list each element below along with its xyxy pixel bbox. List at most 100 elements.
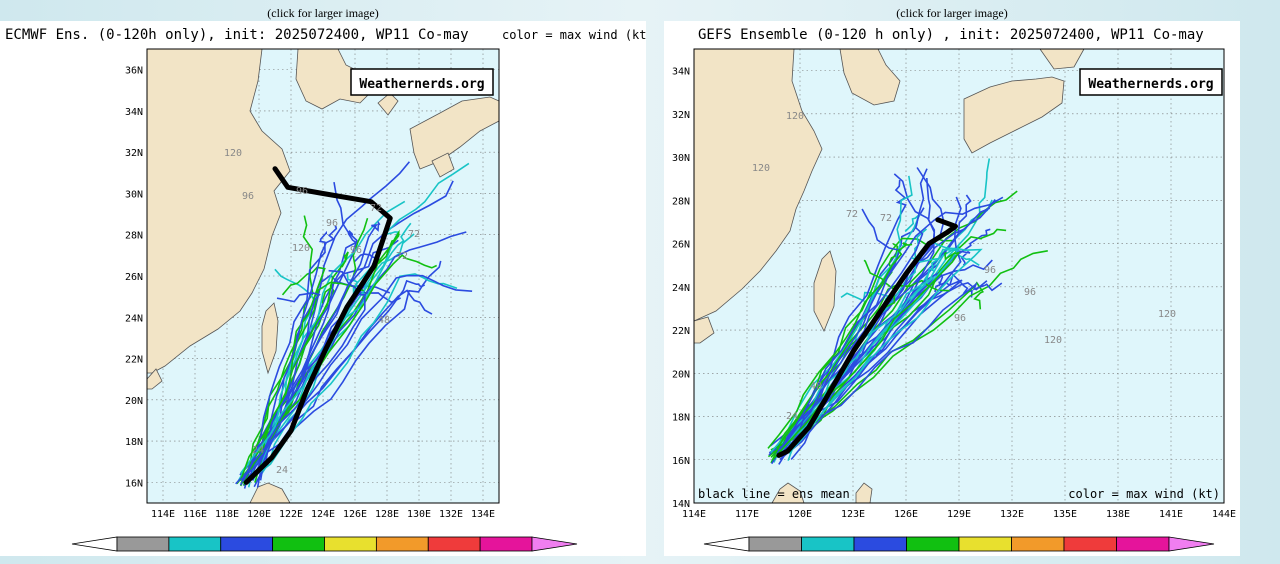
left-larger-image-link[interactable]: (click for larger image)	[267, 6, 379, 20]
lon-tick-label: 114E	[151, 509, 175, 520]
hour-label: 72	[396, 251, 408, 262]
lat-tick-label: 22N	[125, 355, 143, 366]
ensemble-member-track	[254, 281, 364, 483]
ensemble-member-track	[775, 240, 983, 458]
lat-tick-label: 22N	[672, 326, 690, 337]
lon-tick-label: 123E	[841, 509, 865, 520]
lon-tick-label: 120E	[247, 509, 271, 520]
hour-label: 48	[378, 315, 390, 326]
scale-swatch	[958, 536, 1012, 552]
lat-tick-label: 28N	[672, 196, 690, 207]
hour-label: 24	[786, 411, 798, 422]
lat-tick-label: 24N	[125, 313, 143, 324]
lat-tick-label: 16N	[672, 456, 690, 467]
hour-label: 120	[752, 163, 770, 174]
gefs-title: GEFS Ensemble (0-120 h only) , init: 202…	[698, 27, 1204, 43]
lon-tick-label: 114E	[682, 509, 706, 520]
ensemble-member-track	[780, 208, 901, 460]
lat-tick-label: 24N	[672, 283, 690, 294]
ecmwf-frame	[146, 48, 500, 504]
scale-swatch	[853, 536, 907, 552]
scale-swatch	[1116, 536, 1170, 552]
ecmwf-watermark-box	[350, 68, 494, 96]
hour-label: 24	[276, 465, 288, 476]
hour-label: 120	[1158, 309, 1176, 320]
gefs-hour-labels: 120 120 72 72 96 96 96 120 120 48 24	[752, 111, 1176, 422]
scale-swatch	[801, 536, 855, 552]
hour-label: 96	[984, 265, 996, 276]
lat-tick-label: 30N	[125, 189, 143, 200]
scale-swatch	[1063, 536, 1117, 552]
lat-tick-label: 18N	[672, 413, 690, 424]
lon-tick-label: 116E	[183, 509, 207, 520]
scale-swatch	[168, 536, 222, 552]
lon-tick-label: 117E	[735, 509, 759, 520]
ensemble-member-track	[252, 162, 470, 481]
ensemble-mean-track	[243, 166, 393, 485]
lon-tick-label: 135E	[1053, 509, 1077, 520]
scale-swatch	[906, 536, 960, 552]
ensemble-member-track	[243, 230, 328, 489]
ensemble-member-track	[774, 207, 991, 454]
lon-tick-label: 132E	[439, 509, 463, 520]
hour-label: 96	[242, 191, 254, 202]
scale-swatch	[1011, 536, 1065, 552]
lat-tick-label: 14N	[672, 499, 690, 510]
hour-label: 120	[224, 148, 242, 159]
lat-tick-label: 28N	[125, 231, 143, 242]
lat-tick-label: 34N	[672, 67, 690, 78]
gefs-land	[693, 48, 1085, 504]
lon-tick-label: 124E	[311, 509, 335, 520]
lon-tick-label: 122E	[279, 509, 303, 520]
ecmwf-map-svg: ECMWF Ens. (0-120h only), init: 20250724…	[5, 27, 654, 564]
ensemble-member-track	[771, 196, 1004, 465]
right-larger-image-link[interactable]: (click for larger image)	[896, 6, 1008, 20]
gefs-legend-mean: black line = ens mean	[698, 487, 850, 501]
lon-tick-label: 126E	[343, 509, 367, 520]
hour-label: 72	[408, 229, 420, 240]
ecmwf-axis-ticks: 114E 116E 118E 120E 122E 124E 126E 128E 130E 132E…	[125, 66, 495, 520]
ensemble-member-track	[251, 220, 381, 481]
hour-label: 96	[1024, 287, 1036, 298]
ensemble-member-track	[240, 222, 412, 474]
scale-swatch	[748, 536, 802, 552]
ecmwf-panel: (click for larger image) ECMWF Ens. (0-1…	[0, 0, 654, 564]
lat-tick-label: 30N	[672, 153, 690, 164]
ecmwf-title: ECMWF Ens. (0-120h only), init: 20250724…	[5, 27, 469, 43]
gefs-figure[interactable]: GEFS Ensemble (0-120 h only) , init: 202…	[664, 21, 1240, 564]
gefs-watermark: Weathernerds.org	[1088, 77, 1213, 92]
scale-swatch	[375, 536, 429, 552]
ensemble-member-track	[769, 244, 980, 454]
ecmwf-figure[interactable]: ECMWF Ens. (0-120h only), init: 20250724…	[0, 21, 654, 564]
lat-tick-label: 36N	[125, 66, 143, 77]
hour-label: 120	[292, 243, 310, 254]
ensemble-member-track	[779, 196, 962, 461]
gefs-legend-color: color = max wind (kt)	[1068, 487, 1220, 501]
lat-tick-label: 20N	[125, 396, 143, 407]
gefs-color-scale: 020304050607080100	[703, 536, 1215, 564]
lat-tick-label: 26N	[672, 240, 690, 251]
lat-tick-label: 32N	[125, 148, 143, 159]
lon-tick-label: 126E	[894, 509, 918, 520]
ensemble-member-track	[239, 251, 349, 482]
hour-label: 72	[370, 203, 382, 214]
lon-tick-label: 141E	[1159, 509, 1183, 520]
lat-tick-label: 20N	[672, 369, 690, 380]
scale-swatch	[220, 536, 274, 552]
ensemble-member-track	[785, 281, 1003, 451]
ensemble-member-track	[244, 181, 358, 484]
lon-tick-label: 132E	[1000, 509, 1024, 520]
ensemble-member-track	[259, 292, 321, 481]
scale-swatch	[427, 536, 481, 552]
lon-tick-label: 128E	[375, 509, 399, 520]
hour-label: 96	[326, 218, 338, 229]
hour-label: 72	[846, 209, 858, 220]
hour-label: 120	[786, 111, 804, 122]
lat-tick-label: 18N	[125, 437, 143, 448]
ensemble-member-track	[767, 242, 913, 449]
hour-label: 96	[350, 245, 362, 256]
lon-tick-label: 120E	[788, 509, 812, 520]
lon-tick-label: 134E	[471, 509, 495, 520]
ecmwf-color-note: color = max wind (kt)	[502, 28, 646, 42]
lat-tick-label: 34N	[125, 107, 143, 118]
